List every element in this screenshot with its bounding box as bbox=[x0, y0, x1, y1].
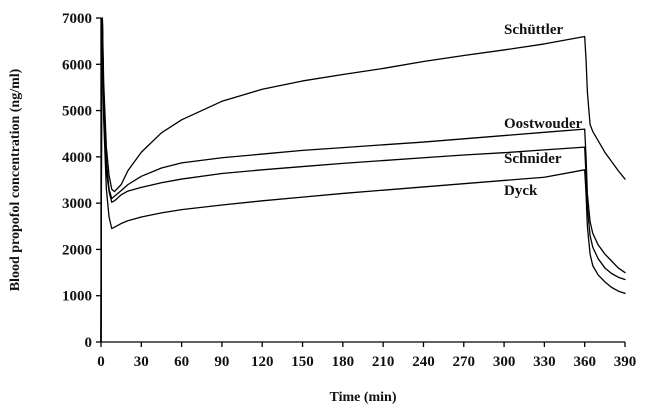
x-axis-ticks: 0 30 60 90 120 150 180 210 240 270 300 330 360 390 bbox=[97, 342, 636, 370]
x-tick-label: 30 bbox=[134, 354, 149, 370]
y-tick-label: 0 bbox=[85, 335, 93, 351]
series-line-2 bbox=[100, 17, 626, 343]
x-tick-label: 210 bbox=[372, 354, 395, 370]
series-layer bbox=[100, 17, 626, 343]
series-line-3 bbox=[100, 17, 626, 343]
series-line-0 bbox=[100, 17, 626, 343]
x-tick-label: 180 bbox=[332, 354, 355, 370]
x-tick-label: 60 bbox=[174, 354, 189, 370]
x-axis-title: Time (min) bbox=[329, 390, 396, 405]
y-axis-title: Blood propofol concentration (ng/ml) bbox=[8, 68, 23, 291]
y-tick-label: 5000 bbox=[62, 104, 92, 120]
series-label: Schnider bbox=[504, 151, 562, 167]
x-tick-label: 0 bbox=[97, 354, 105, 370]
y-tick-label: 1000 bbox=[62, 289, 92, 305]
y-tick-label: 3000 bbox=[62, 196, 92, 212]
series-label: Dyck bbox=[504, 183, 538, 199]
x-tick-label: 150 bbox=[291, 354, 314, 370]
x-tick-label: 300 bbox=[493, 354, 516, 370]
x-tick-label: 360 bbox=[573, 354, 596, 370]
series-labels: Schüttler Oostwouder Schnider Dyck bbox=[504, 22, 583, 199]
x-tick-label: 90 bbox=[214, 354, 229, 370]
x-tick-label: 330 bbox=[533, 354, 556, 370]
x-tick-label: 240 bbox=[412, 354, 435, 370]
x-tick-label: 390 bbox=[614, 354, 637, 370]
series-label: Schüttler bbox=[504, 22, 564, 38]
y-tick-label: 2000 bbox=[62, 242, 92, 258]
y-tick-label: 4000 bbox=[62, 150, 92, 166]
x-tick-label: 270 bbox=[453, 354, 476, 370]
series-label: Oostwouder bbox=[504, 116, 583, 132]
x-tick-label: 120 bbox=[251, 354, 274, 370]
y-axis-ticks: 0 1000 2000 3000 4000 5000 6000 7000 bbox=[62, 11, 101, 351]
y-tick-label: 6000 bbox=[62, 57, 92, 73]
y-tick-label: 7000 bbox=[62, 11, 92, 27]
